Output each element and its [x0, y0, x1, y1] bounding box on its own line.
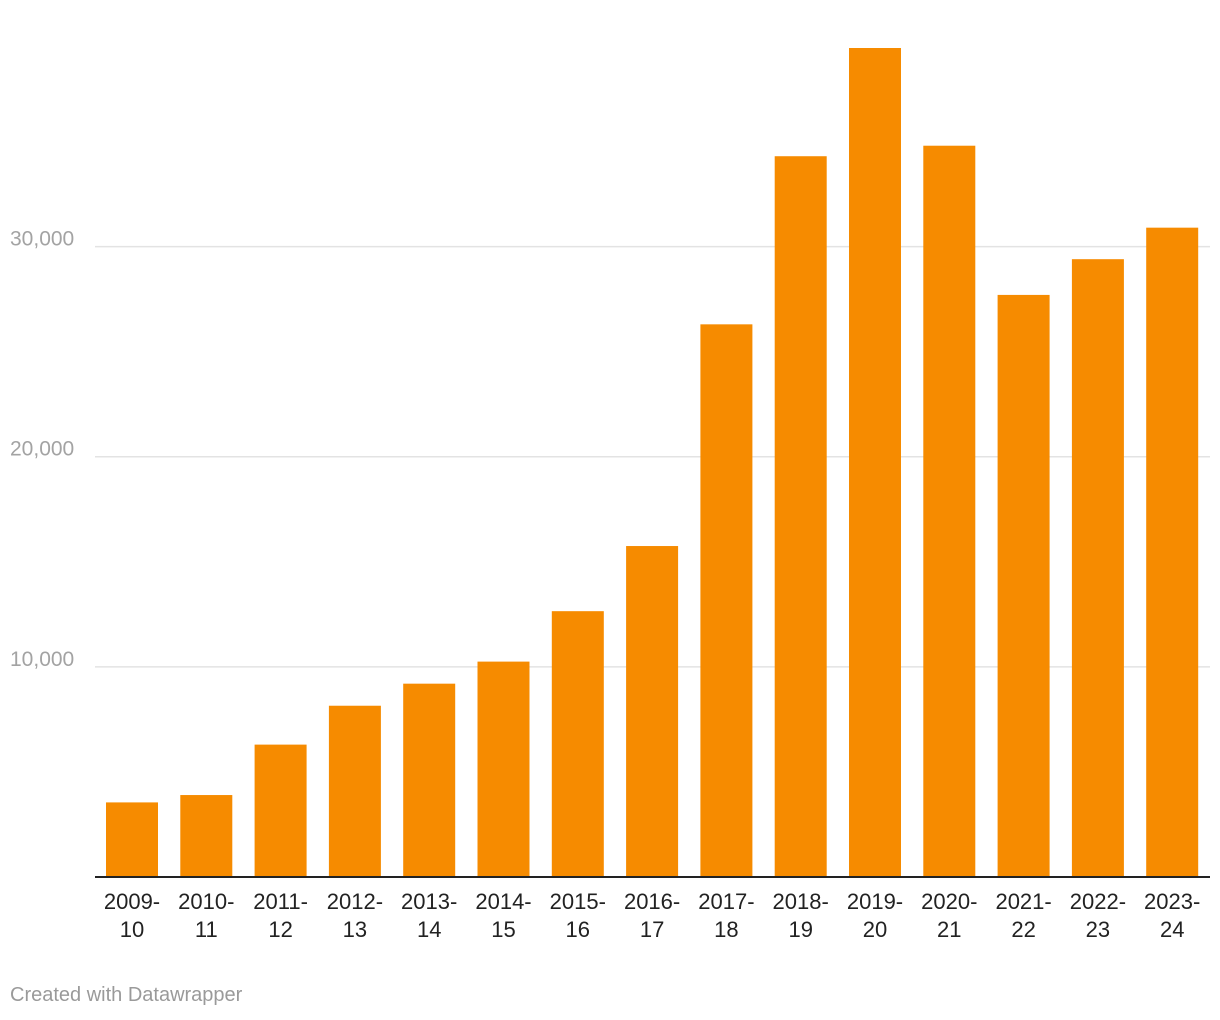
x-tick-label: 2018-19	[773, 889, 829, 942]
bar	[626, 546, 679, 877]
x-axis-labels: 2009-10 2010-11 2011-12 2012-13 2013-14 2014-…	[104, 889, 1200, 942]
bar	[403, 683, 456, 877]
bar	[180, 795, 233, 877]
bar	[551, 611, 604, 877]
x-tick-label: 2011-12	[253, 889, 308, 942]
x-tick-label: 2023-24	[1144, 889, 1200, 942]
bar	[700, 324, 753, 877]
x-tick-label: 2017-18	[698, 889, 754, 942]
y-tick-label: 30,000	[10, 228, 74, 251]
x-tick-label: 2012-13	[327, 889, 383, 942]
bar	[477, 661, 530, 877]
bar	[923, 145, 976, 877]
y-axis-ticks: 10,000 20,000 30,000	[10, 228, 74, 671]
y-tick-label: 20,000	[10, 438, 74, 461]
x-tick-label: 2022-23	[1070, 889, 1126, 942]
bar	[1071, 259, 1124, 877]
y-tick-label: 10,000	[10, 648, 74, 671]
x-tick-label: 2019-20	[847, 889, 903, 942]
x-tick-label: 2015-16	[550, 889, 606, 942]
bar	[106, 802, 158, 877]
bar	[328, 705, 381, 877]
x-tick-label: 2010-11	[178, 889, 234, 942]
bar	[997, 294, 1050, 877]
x-tick-label: 2009-10	[104, 889, 160, 942]
x-tick-label: 2020-21	[921, 889, 977, 942]
bar	[849, 48, 901, 877]
credit-text: Created with Datawrapper	[10, 984, 243, 1006]
bar	[1146, 227, 1199, 878]
bar	[254, 744, 307, 877]
x-tick-label: 2013-14	[401, 889, 457, 942]
x-tick-label: 2021-22	[995, 889, 1051, 942]
bar	[774, 156, 827, 877]
x-tick-label: 2016-17	[624, 889, 680, 942]
bars	[106, 48, 1199, 878]
x-tick-label: 2014-15	[475, 889, 531, 942]
